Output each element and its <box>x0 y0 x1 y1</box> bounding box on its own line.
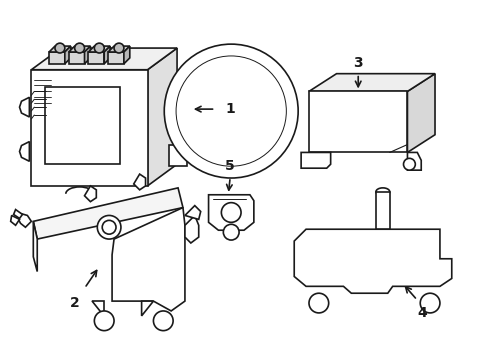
Circle shape <box>153 311 173 330</box>
Polygon shape <box>301 152 330 168</box>
Polygon shape <box>142 301 153 316</box>
Circle shape <box>176 56 286 166</box>
Polygon shape <box>92 301 104 316</box>
Text: 2: 2 <box>70 296 80 310</box>
Polygon shape <box>49 52 65 64</box>
Polygon shape <box>49 46 71 52</box>
Text: 4: 4 <box>416 306 426 320</box>
Circle shape <box>419 293 439 313</box>
Polygon shape <box>308 74 434 91</box>
Polygon shape <box>14 210 22 219</box>
Circle shape <box>308 293 328 313</box>
Circle shape <box>94 311 114 330</box>
Polygon shape <box>69 46 90 52</box>
Polygon shape <box>108 46 129 52</box>
Polygon shape <box>88 46 110 52</box>
Polygon shape <box>375 192 389 229</box>
Polygon shape <box>20 141 29 161</box>
Polygon shape <box>18 213 31 227</box>
Polygon shape <box>407 74 434 152</box>
Polygon shape <box>84 186 96 202</box>
Polygon shape <box>88 52 104 64</box>
Polygon shape <box>11 215 20 225</box>
Circle shape <box>102 220 116 234</box>
Polygon shape <box>184 206 200 219</box>
Text: 5: 5 <box>225 159 235 173</box>
Circle shape <box>221 203 241 222</box>
Polygon shape <box>108 52 123 64</box>
Polygon shape <box>33 188 183 239</box>
Polygon shape <box>133 174 145 190</box>
Circle shape <box>75 43 84 53</box>
Polygon shape <box>294 229 451 293</box>
Polygon shape <box>65 46 71 64</box>
Text: 3: 3 <box>353 56 362 70</box>
Polygon shape <box>33 221 37 271</box>
Circle shape <box>94 43 104 53</box>
Text: 1: 1 <box>225 102 235 116</box>
Polygon shape <box>123 46 129 64</box>
Polygon shape <box>147 48 177 186</box>
Polygon shape <box>308 91 407 152</box>
Polygon shape <box>208 195 253 236</box>
Polygon shape <box>169 145 186 166</box>
Circle shape <box>403 158 414 170</box>
Circle shape <box>164 44 298 178</box>
Polygon shape <box>407 152 420 170</box>
Polygon shape <box>184 215 198 243</box>
Circle shape <box>97 215 121 239</box>
Polygon shape <box>45 87 120 164</box>
Circle shape <box>114 43 123 53</box>
Polygon shape <box>104 46 110 64</box>
Polygon shape <box>31 48 177 70</box>
Polygon shape <box>69 52 84 64</box>
Polygon shape <box>112 208 184 311</box>
Circle shape <box>223 224 239 240</box>
Polygon shape <box>84 46 90 64</box>
Circle shape <box>55 43 65 53</box>
Polygon shape <box>20 97 29 117</box>
Polygon shape <box>31 70 147 186</box>
